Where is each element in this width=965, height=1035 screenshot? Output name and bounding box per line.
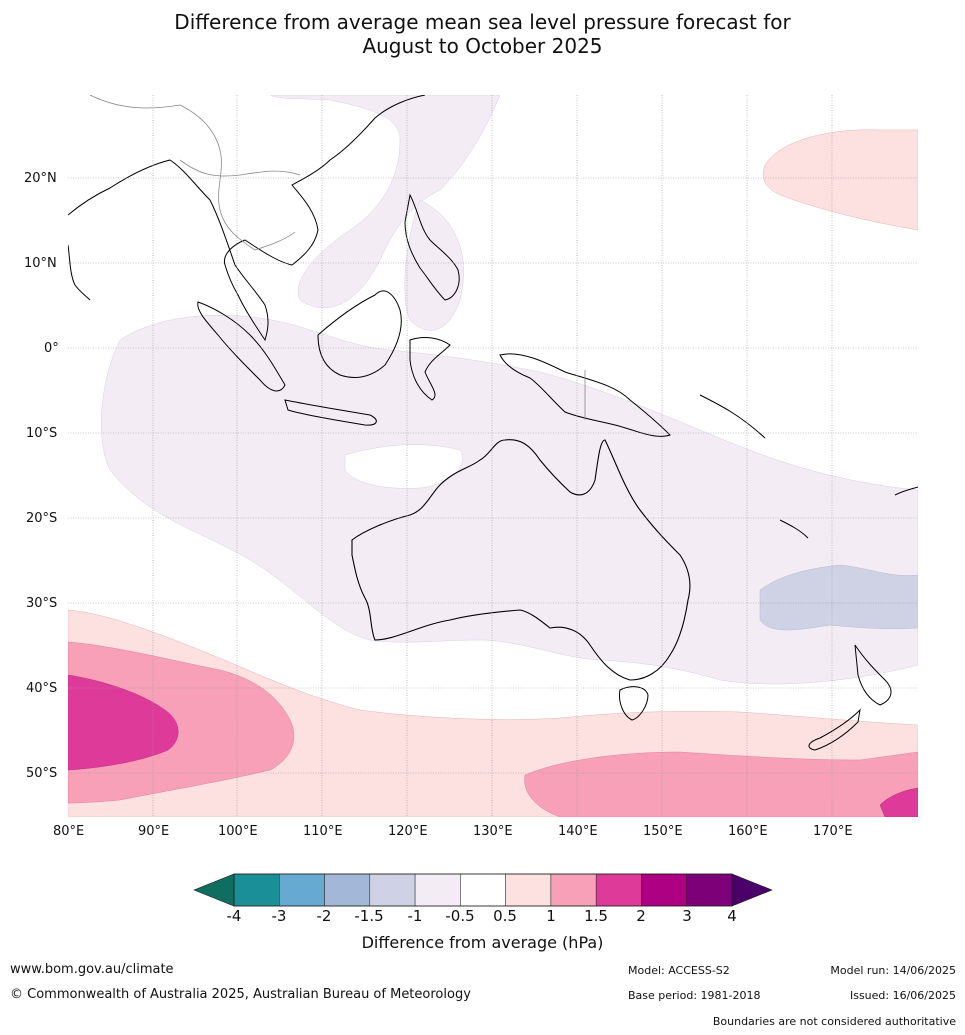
colorbar-tick: 3: [682, 907, 692, 925]
graticule: [68, 95, 918, 817]
model-run: Model run: 14/06/2025: [830, 964, 956, 977]
java-coastline: [284, 399, 377, 426]
new-zealand-coastline: [808, 644, 892, 751]
title-line-1: Difference from average mean sea level p…: [174, 10, 791, 34]
lon-label: 140°E: [558, 824, 598, 839]
anomaly-region-pos-1-5-east: [879, 787, 918, 817]
tasmania-coastline: [619, 686, 649, 721]
country-boundaries: [89, 95, 586, 420]
australia-coastline: [351, 439, 691, 681]
lon-label: 90°E: [138, 824, 170, 839]
lat-label: 50°S: [26, 766, 58, 781]
anomaly-region-neg-0-5-sea: [404, 199, 464, 331]
issued-date: Issued: 16/06/2025: [849, 989, 956, 1002]
new-guinea-coastline: [499, 353, 671, 437]
colorbar-tick: -1: [407, 907, 423, 925]
colorbar-tick: -4: [226, 907, 242, 925]
copyright: © Commonwealth of Australia 2025, Austra…: [10, 987, 471, 1002]
colorbar-bin: [595, 873, 642, 907]
colorbar-tick: -1.5: [354, 907, 384, 925]
colorbar-tick: 1: [546, 907, 556, 925]
anomaly-region-pos-1-east: [524, 751, 918, 817]
lon-label: 170°E: [813, 824, 853, 839]
colorbar-tick: -2: [316, 907, 332, 925]
anomaly-region-neg-1-5: [759, 564, 918, 631]
model-name: Model: ACCESS-S2: [628, 964, 730, 977]
lat-label: 0°: [44, 341, 59, 356]
lat-label: 20°S: [26, 511, 58, 526]
borneo-coastline: [317, 290, 402, 378]
colorbar-bin: [686, 873, 733, 907]
colorbar-tick: 2: [636, 907, 646, 925]
colorbar-tick: 0.5: [493, 907, 517, 925]
title-line-2: August to October 2025: [362, 34, 603, 58]
site-link[interactable]: www.bom.gov.au/climate: [10, 962, 174, 977]
colorbar-bin: [460, 873, 506, 907]
map-title: Difference from average mean sea level p…: [0, 10, 965, 58]
colorbar-tick: 4: [727, 907, 737, 925]
anomaly-region-pos-0-5-north-east: [762, 129, 918, 231]
lon-label: 100°E: [218, 824, 258, 839]
colorbar-bin: [550, 873, 597, 907]
lon-label: 130°E: [473, 824, 513, 839]
colorbar-tick: -0.5: [445, 907, 475, 925]
philippines-coastline: [404, 193, 460, 301]
india-coastline: [68, 244, 91, 301]
anomaly-region-neg-0-5-north: [269, 95, 501, 309]
lat-label: 30°S: [26, 596, 58, 611]
lon-label: 160°E: [728, 824, 768, 839]
colorbar-bin: [233, 873, 280, 907]
colorbar-frame: [233, 873, 733, 907]
lat-label: 40°S: [26, 681, 58, 696]
anomaly-region-pos-1-5-west: [68, 674, 179, 771]
se-asia-coastline: [68, 95, 426, 342]
colorbar-bin: [369, 873, 416, 907]
colorbar-under-arrow: [193, 873, 235, 907]
boundaries-disclaimer: Boundaries are not considered authoritat…: [712, 1015, 956, 1028]
colorbar-label: Difference from average (hPa): [361, 933, 604, 952]
colorbar-bin: [641, 873, 687, 907]
colorbar-tick: -3: [271, 907, 287, 925]
colorbar-bin: [279, 873, 325, 907]
lon-label: 150°E: [643, 824, 683, 839]
lon-label: 120°E: [388, 824, 428, 839]
sulawesi-coastline: [409, 337, 451, 401]
colorbar-tick: 1.5: [584, 907, 608, 925]
colorbar-bin: [505, 873, 552, 907]
lon-label: 110°E: [303, 824, 343, 839]
colorbar-bin: [324, 873, 371, 907]
lat-label: 20°N: [24, 171, 57, 186]
colorbar-bin: [414, 873, 461, 907]
sumatra-coastline: [197, 301, 286, 392]
lat-label: 10°N: [24, 256, 57, 271]
colorbar-over-arrow: [731, 873, 773, 907]
lon-label: 80°E: [53, 824, 85, 839]
lat-label: 10°S: [26, 426, 58, 441]
base-period: Base period: 1981-2018: [628, 989, 761, 1002]
pacific-islands-coastline: [699, 394, 918, 539]
